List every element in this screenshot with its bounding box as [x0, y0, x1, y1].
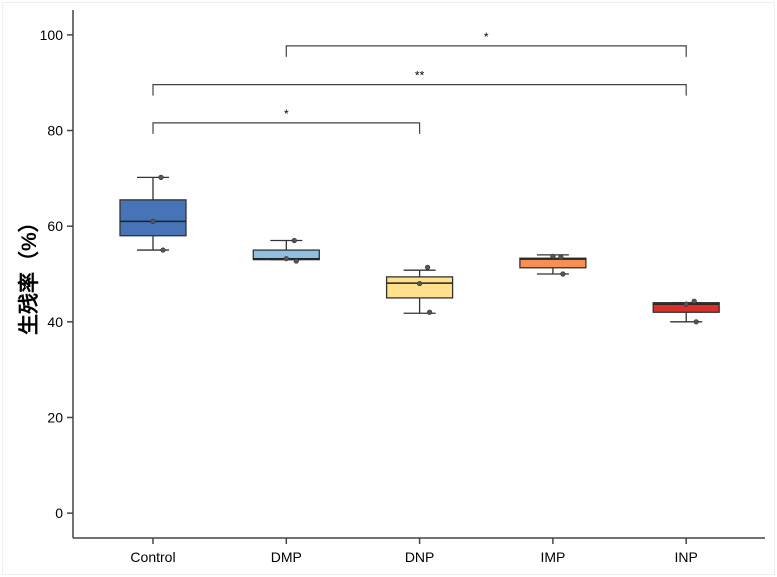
x-tick-label: INP — [675, 549, 698, 565]
x-tick-label: DNP — [405, 549, 435, 565]
y-tick-label: 100 — [40, 27, 64, 43]
data-point — [417, 280, 423, 287]
data-point — [291, 237, 297, 244]
significance-label: * — [484, 30, 489, 44]
data-point — [550, 253, 556, 259]
y-axis-label: 生残率（%） — [18, 211, 41, 335]
x-tick-label: IMP — [540, 549, 565, 565]
data-point — [150, 218, 156, 224]
significance-bracket — [152, 84, 687, 96]
data-point — [683, 301, 689, 307]
significance-label: * — [284, 107, 289, 121]
y-tick-label: 80 — [47, 123, 63, 139]
data-point — [427, 309, 433, 315]
data-point — [158, 174, 164, 180]
y-tick-label: 0 — [55, 505, 63, 521]
significance-bracket — [285, 45, 687, 57]
x-tick-label: Control — [130, 549, 175, 565]
data-point — [293, 258, 299, 264]
data-point — [558, 254, 564, 260]
significance-label: ** — [415, 69, 425, 83]
y-tick-label: 20 — [47, 409, 63, 425]
box-control — [119, 199, 187, 237]
data-point — [693, 319, 699, 325]
box-dnp — [385, 276, 454, 299]
y-tick-label: 40 — [47, 314, 63, 330]
data-point — [560, 271, 566, 277]
y-tick-label: 60 — [47, 218, 63, 234]
data-point — [283, 256, 289, 262]
data-point — [425, 264, 431, 270]
data-point — [691, 298, 697, 304]
x-tick-label: DMP — [271, 549, 302, 565]
data-point — [160, 247, 166, 253]
significance-bracket — [152, 122, 421, 134]
